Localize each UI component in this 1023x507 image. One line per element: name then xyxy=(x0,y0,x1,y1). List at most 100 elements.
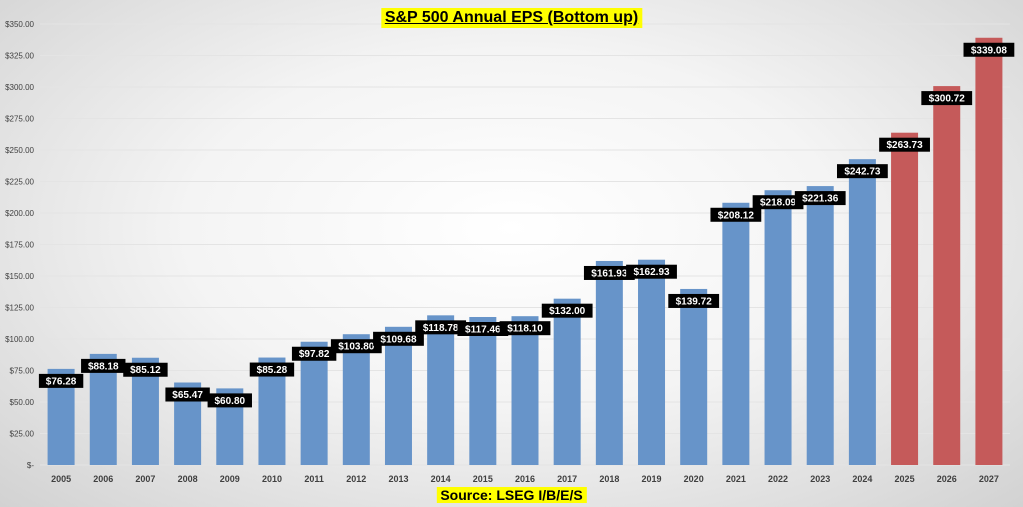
data-label-text: $263.73 xyxy=(886,140,923,151)
bar-2015 xyxy=(469,317,497,465)
y-tick-label: $50.00 xyxy=(10,398,35,407)
data-label-text: $76.28 xyxy=(46,376,77,387)
x-tick-label: 2018 xyxy=(599,474,619,484)
x-tick-label: 2025 xyxy=(895,474,915,484)
data-label-bg xyxy=(457,322,509,337)
data-label-2026: $300.72 xyxy=(921,91,973,106)
y-tick-label: $175.00 xyxy=(5,241,34,250)
bar-2011 xyxy=(300,341,328,465)
x-tick-label: 2027 xyxy=(979,474,999,484)
y-axis-ticks: $- $25.00 $50.00 $75.00 $100.00 $125.00 $150.0… xyxy=(5,20,34,470)
x-tick-label: 2005 xyxy=(51,474,71,484)
data-label-text: $208.12 xyxy=(718,210,755,221)
bar-2018 xyxy=(595,260,623,465)
data-label-bg xyxy=(81,358,126,373)
y-tick-label: $25.00 xyxy=(10,430,35,439)
data-label-bg xyxy=(583,265,635,280)
bar-2025 xyxy=(891,132,919,465)
data-label-bg xyxy=(249,362,295,377)
data-label-2017: $132.00 xyxy=(541,303,593,318)
data-label-bg xyxy=(415,320,467,335)
data-label-text: $103.80 xyxy=(338,342,375,353)
y-tick-label: $275.00 xyxy=(5,115,34,124)
chart-title: S&P 500 Annual EPS (Bottom up) xyxy=(380,8,643,28)
x-tick-label: 2013 xyxy=(388,474,408,484)
data-label-2023: $221.36 xyxy=(794,191,846,206)
bars xyxy=(47,37,1003,465)
y-tick-label: $- xyxy=(27,461,34,470)
data-label-2027: $339.08 xyxy=(963,42,1015,57)
data-label-text: $162.93 xyxy=(633,267,670,278)
data-label-text: $300.72 xyxy=(929,94,966,105)
data-label-bg xyxy=(836,164,888,179)
data-label-text: $221.36 xyxy=(802,194,839,205)
y-tick-label: $250.00 xyxy=(5,146,34,155)
data-label-bg xyxy=(123,362,168,377)
y-tick-label: $225.00 xyxy=(5,178,34,187)
data-label-bg xyxy=(794,191,846,206)
data-label-text: $85.12 xyxy=(130,365,161,376)
x-tick-label: 2007 xyxy=(135,474,155,484)
data-label-bg xyxy=(291,346,337,361)
bar-2012 xyxy=(342,334,370,465)
data-label-text: $117.46 xyxy=(465,325,501,336)
data-labels: $76.28 $88.18 $85.12 $65.47 $60.80 $85.28 $97.… xyxy=(38,42,1015,408)
data-label-2020: $139.72 xyxy=(668,293,720,308)
bar-2022 xyxy=(764,190,792,465)
bar-2021 xyxy=(722,202,750,465)
bar-2019 xyxy=(638,259,666,465)
data-label-text: $88.18 xyxy=(88,361,119,372)
y-tick-label: $200.00 xyxy=(5,209,34,218)
x-tick-label: 2015 xyxy=(473,474,493,484)
data-label-2022: $218.09 xyxy=(752,195,804,210)
x-tick-label: 2008 xyxy=(178,474,198,484)
x-tick-label: 2017 xyxy=(557,474,577,484)
data-label-text: $97.82 xyxy=(299,349,330,360)
x-tick-label: 2016 xyxy=(515,474,535,484)
data-label-text: $85.28 xyxy=(257,365,288,376)
data-label-text: $132.00 xyxy=(549,306,586,317)
x-tick-label: 2026 xyxy=(937,474,957,484)
data-label-text: $161.93 xyxy=(591,268,628,279)
data-label-bg xyxy=(330,339,382,354)
data-label-2021: $208.12 xyxy=(710,207,762,222)
y-tick-label: $350.00 xyxy=(5,20,34,29)
data-label-bg xyxy=(373,331,424,346)
x-tick-label: 2020 xyxy=(684,474,704,484)
bar-2016 xyxy=(511,316,539,465)
x-tick-label: 2006 xyxy=(93,474,113,484)
data-label-2013: $109.68 xyxy=(373,331,424,346)
data-label-2009: $60.80 xyxy=(207,393,252,408)
bar-2014 xyxy=(427,315,455,465)
data-label-2019: $162.93 xyxy=(626,264,677,279)
x-tick-label: 2012 xyxy=(346,474,366,484)
x-tick-label: 2022 xyxy=(768,474,788,484)
data-label-bg xyxy=(963,42,1015,57)
data-label-text: $218.09 xyxy=(760,198,797,209)
bar-2027 xyxy=(975,37,1003,465)
data-label-bg xyxy=(879,137,930,152)
x-tick-label: 2021 xyxy=(726,474,746,484)
bar-2013 xyxy=(384,326,412,465)
data-label-2015: $117.46 xyxy=(457,322,509,337)
y-tick-label: $325.00 xyxy=(5,52,34,61)
y-tick-label: $100.00 xyxy=(5,335,34,344)
data-label-bg xyxy=(207,393,252,408)
data-label-text: $242.73 xyxy=(844,167,881,178)
data-label-bg xyxy=(499,321,551,336)
data-label-bg xyxy=(752,195,804,210)
x-axis-ticks: 2005 2006 2007 2008 2009 2010 2011 2012 2013 2014… xyxy=(51,474,999,484)
x-tick-label: 2009 xyxy=(220,474,240,484)
data-label-bg xyxy=(921,91,973,106)
data-label-2025: $263.73 xyxy=(879,137,930,152)
data-label-2010: $85.28 xyxy=(249,362,295,377)
bar-2023 xyxy=(806,186,834,465)
data-label-text: $118.78 xyxy=(423,323,459,334)
x-tick-label: 2023 xyxy=(810,474,830,484)
data-label-text: $60.80 xyxy=(214,396,245,407)
bar-2017 xyxy=(553,298,581,465)
data-label-2012: $103.80 xyxy=(330,339,382,354)
data-label-2014: $118.78 xyxy=(415,320,467,335)
